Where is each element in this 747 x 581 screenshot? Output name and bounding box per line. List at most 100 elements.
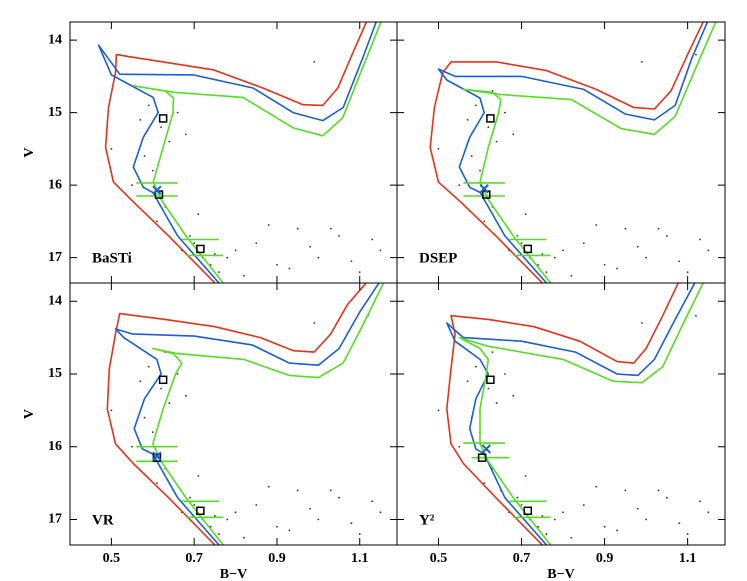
star [193,242,196,245]
star [458,184,461,187]
star [234,511,237,514]
star [616,267,618,270]
plot-area [437,283,710,545]
star [645,256,648,259]
star [466,118,469,121]
isochrone [429,22,705,283]
star [147,104,150,107]
star [350,522,353,525]
star [603,525,606,528]
panel: DSEP [396,21,726,284]
star [645,518,648,521]
star [197,474,200,477]
star [537,525,540,528]
isochrone [437,22,709,283]
y-axis-label: V [22,409,37,419]
star [189,234,191,237]
star [545,533,548,535]
star [678,260,681,263]
star [313,60,316,63]
star [218,271,220,274]
y-tick-label: 17 [48,250,62,265]
star [176,111,179,114]
star [358,271,361,274]
star [487,387,490,390]
star [218,533,220,535]
star [193,504,196,506]
isochrone [152,283,385,545]
star [616,529,618,532]
x-tick-label: 0.9 [268,551,286,566]
star [483,220,486,223]
star [189,496,191,499]
x-tick-label: 0.7 [185,551,203,566]
star [504,373,506,375]
star [255,504,258,506]
isochrone [106,283,368,545]
star [329,227,332,230]
plot-area [429,22,717,283]
star [338,496,340,499]
fiducial-square [477,453,487,462]
fiducial-square [196,506,205,516]
star [110,409,113,412]
isochrone [462,22,717,283]
star [160,126,162,129]
star [595,485,598,488]
isochrone [132,22,382,283]
panel: 0.5 0.7 0.9 1.1 B−V Y² [396,282,726,581]
plot-area [106,283,385,545]
x-tick-label: 1.1 [351,551,369,566]
star [512,133,515,136]
isochrone [458,283,705,545]
star [143,155,146,158]
star [309,245,311,248]
star [524,474,527,477]
star [491,89,494,92]
x-tick-label: 0.5 [103,551,121,566]
star [541,514,544,517]
star [139,118,142,121]
y-tick-label: 14 [48,293,62,308]
star [213,253,216,255]
star [317,256,320,259]
panel-frame [396,282,726,546]
star [553,256,556,259]
star [595,224,598,226]
star [458,445,461,448]
star [686,533,689,535]
star [288,529,291,532]
isochrone [446,283,680,545]
star [350,260,353,263]
star [491,351,494,354]
panel-label: BaSTi [92,250,132,266]
star [665,234,668,237]
star [636,245,639,248]
star [226,256,229,259]
star [209,525,212,528]
y-tick-label: 16 [48,439,62,454]
star [636,507,639,510]
star [358,533,361,535]
star [296,227,299,230]
y-tick-label: 17 [48,512,62,527]
star [570,536,573,539]
fiducial-square [152,453,162,462]
star [267,485,270,488]
panel-frame [69,21,398,284]
panel: 0.5 0.7 0.9 1.1 14 15 16 17 B−V V VR [22,282,398,581]
star [317,518,320,521]
star [520,242,523,245]
star [184,133,187,136]
fiducial-square [523,506,533,516]
star [209,263,212,266]
cross-marker [481,444,491,454]
star [495,140,498,143]
star [131,445,133,448]
star [562,249,564,252]
star [603,263,606,266]
star [678,522,681,525]
panel-label: DSEP [419,250,457,266]
panel-label: VR [92,512,114,528]
star [483,482,486,485]
